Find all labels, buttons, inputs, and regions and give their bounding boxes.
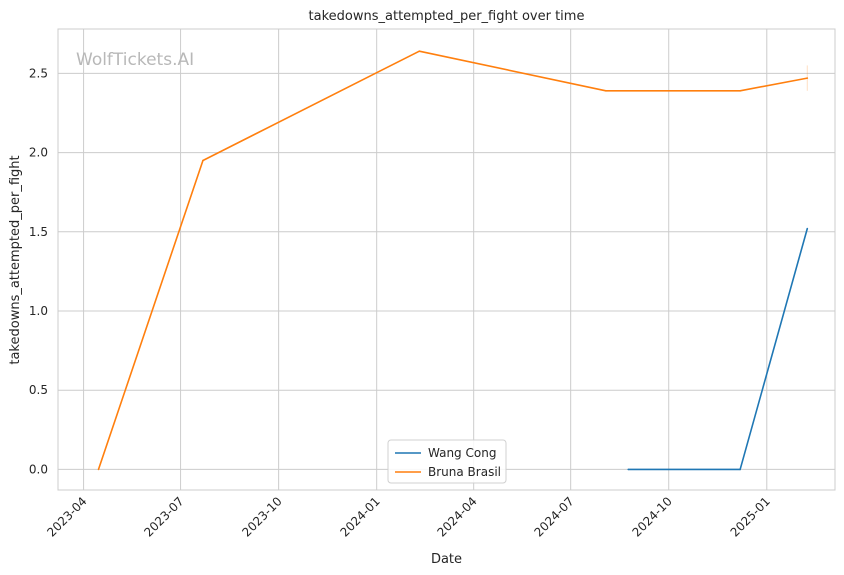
legend-label-bruna-brasil: Bruna Brasil	[428, 465, 501, 479]
x-tick-label: 2024-07	[531, 494, 576, 539]
x-tick-label: 2023-10	[239, 494, 284, 539]
y-tick-label: 0.5	[29, 383, 48, 397]
data-point-wang-cong	[806, 227, 809, 230]
x-tick-label: 2023-04	[44, 494, 89, 539]
x-tick-label: 2023-07	[141, 494, 186, 539]
y-tick-label: 1.5	[29, 225, 48, 239]
legend-label-wang-cong: Wang Cong	[428, 446, 496, 460]
y-axis-title: takedowns_attempted_per_fight	[8, 155, 23, 364]
grid-lines	[58, 29, 835, 490]
data-point-bruna-brasil	[806, 77, 809, 79]
y-tick-label: 0.0	[29, 462, 48, 476]
watermark: WolfTickets.AI	[76, 50, 194, 70]
data-point-bruna-brasil	[97, 468, 100, 471]
data-point-bruna-brasil	[418, 50, 421, 52]
y-tick-label: 1.0	[29, 304, 48, 318]
x-axis-title: Date	[431, 552, 462, 567]
data-point-wang-cong	[739, 468, 741, 471]
legend: Wang Cong Bruna Brasil	[387, 439, 507, 484]
data-point-wang-cong	[627, 468, 630, 471]
series-line-bruna-brasil	[97, 50, 808, 470]
plot-background	[57, 28, 836, 491]
y-tick-label: 2.0	[29, 146, 48, 160]
y-axis-ticks: 0.0 0.5 1.0 1.5 2.0 2.5	[29, 66, 48, 476]
x-tick-label: 2025-01	[728, 494, 773, 539]
x-tick-label: 2024-10	[629, 494, 674, 539]
x-axis-ticks: 2023-04 2023-07 2023-10 2024-01 2024-04 2024-…	[44, 494, 773, 539]
y-tick-label: 2.5	[29, 66, 48, 80]
chart-title: takedowns_attempted_per_fight over time	[309, 9, 585, 24]
series-layer	[97, 50, 809, 471]
data-point-bruna-brasil	[605, 89, 607, 92]
x-tick-label: 2024-04	[434, 494, 479, 539]
data-point-bruna-brasil	[202, 159, 204, 162]
x-tick-label: 2024-01	[337, 494, 382, 539]
data-point-bruna-brasil	[739, 89, 741, 92]
